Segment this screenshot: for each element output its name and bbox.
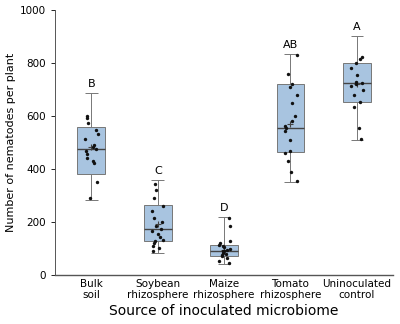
Point (90, 145, 96, 150)
Text: AB: AB (283, 40, 298, 50)
Point (150, 243, 156, 249)
Point (282, 123, 289, 128)
Point (289, 100, 296, 105)
Point (82, 149, 89, 154)
X-axis label: Source of inoculated microbiome: Source of inoculated microbiome (110, 305, 339, 318)
Text: D: D (220, 203, 228, 213)
FancyBboxPatch shape (276, 84, 304, 152)
Point (151, 216, 158, 221)
Point (219, 254, 226, 259)
Point (353, 61, 359, 66)
Point (360, 87, 366, 92)
Point (220, 249, 226, 254)
Point (226, 216, 232, 221)
Point (153, 188, 160, 193)
Point (351, 92, 358, 98)
Point (358, 54, 365, 59)
Point (90, 158, 96, 163)
Point (157, 235, 163, 240)
Point (227, 238, 233, 243)
Point (84, 155, 90, 160)
Point (152, 181, 158, 187)
Point (148, 229, 155, 234)
Point (159, 237, 166, 243)
Point (288, 169, 294, 174)
FancyBboxPatch shape (78, 127, 105, 174)
Text: C: C (154, 167, 162, 177)
Point (353, 82, 359, 87)
Point (281, 128, 288, 133)
Point (216, 258, 222, 263)
Point (289, 82, 295, 87)
Point (287, 84, 293, 89)
Point (348, 83, 354, 88)
Point (217, 241, 224, 246)
FancyBboxPatch shape (343, 63, 371, 102)
Point (219, 253, 226, 258)
Point (156, 245, 162, 250)
Point (93, 146, 100, 151)
Point (224, 247, 230, 252)
Point (358, 136, 364, 142)
Point (155, 232, 162, 237)
Point (160, 203, 166, 208)
Point (357, 57, 363, 62)
Point (91, 161, 98, 166)
Point (356, 126, 362, 131)
FancyBboxPatch shape (210, 245, 238, 257)
Point (92, 128, 99, 133)
Point (227, 224, 233, 229)
Text: B: B (88, 79, 95, 89)
Point (225, 261, 232, 266)
Point (151, 241, 158, 246)
Point (353, 79, 360, 84)
Point (292, 113, 298, 119)
Point (84, 151, 90, 156)
Y-axis label: Number of nematodes per plant: Number of nematodes per plant (6, 52, 16, 232)
Point (348, 66, 354, 71)
Point (354, 73, 360, 78)
Point (224, 256, 230, 261)
Text: A: A (353, 22, 361, 31)
Point (153, 224, 160, 229)
Point (286, 148, 293, 153)
Point (94, 179, 100, 184)
Point (151, 196, 157, 201)
Point (86, 195, 93, 200)
Point (158, 219, 165, 225)
Point (284, 71, 291, 76)
Point (359, 81, 366, 86)
Point (91, 142, 97, 147)
Point (150, 249, 156, 254)
Point (350, 104, 357, 110)
Point (216, 242, 222, 248)
Point (222, 251, 229, 256)
Point (227, 246, 234, 251)
Point (283, 126, 289, 131)
Point (158, 226, 164, 232)
Point (284, 158, 291, 164)
FancyBboxPatch shape (144, 205, 172, 241)
Point (84, 121, 91, 126)
Point (84, 113, 90, 118)
Point (289, 119, 295, 124)
Point (294, 52, 300, 58)
Point (220, 245, 227, 250)
Point (149, 209, 155, 214)
Point (94, 132, 101, 137)
Point (221, 248, 228, 253)
Point (152, 239, 159, 244)
Point (220, 243, 226, 249)
Point (220, 250, 226, 255)
Point (282, 151, 288, 156)
Point (357, 99, 364, 104)
Point (287, 137, 293, 143)
Point (82, 137, 88, 142)
Point (294, 92, 300, 98)
Point (84, 116, 90, 121)
Point (294, 179, 300, 184)
